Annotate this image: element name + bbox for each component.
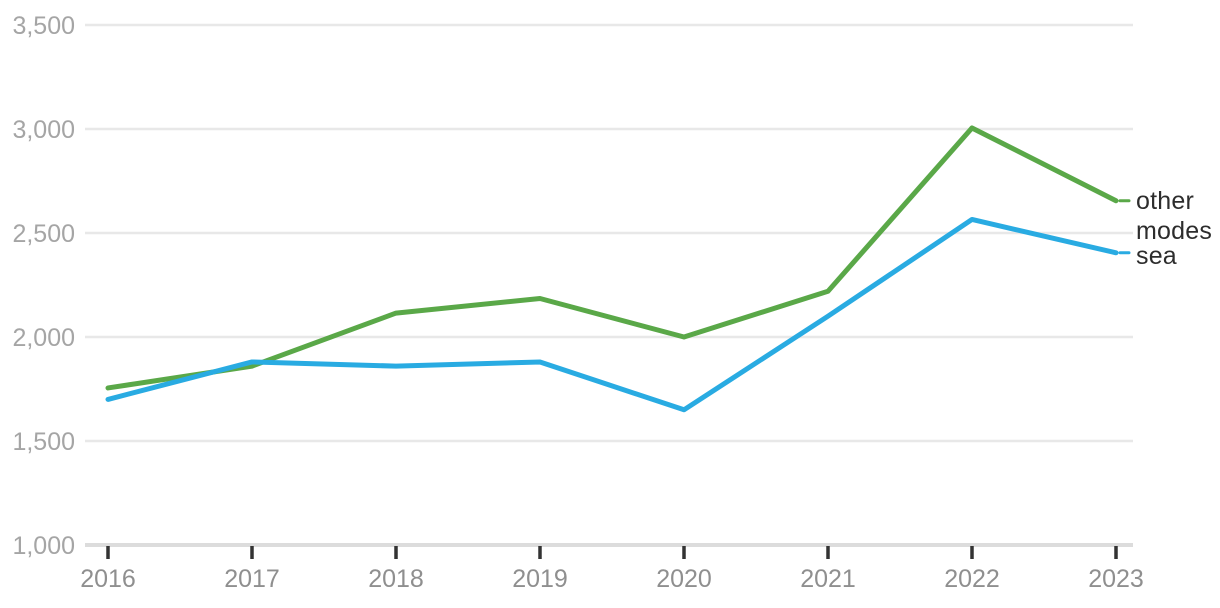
series-line-other-modes [105, 125, 1119, 391]
series-line-sea [105, 216, 1119, 413]
y-axis-tick-label: 2,000 [12, 324, 75, 352]
y-axis-tick-label: 1,000 [12, 532, 75, 560]
x-axis-tick-label: 2019 [512, 565, 568, 593]
x-axis-tick-label: 2022 [944, 565, 1000, 593]
x-axis-tick-label: 2020 [656, 565, 712, 593]
y-axis-tick-label: 1,500 [12, 428, 75, 456]
x-axis-tick-label: 2023 [1088, 565, 1144, 593]
y-axis-tick-label: 3,500 [12, 12, 75, 40]
y-axis-tick-label: 2,500 [12, 220, 75, 248]
x-axis-tick-label: 2017 [224, 565, 280, 593]
x-axis-tick-label: 2018 [368, 565, 424, 593]
series-label-sea: sea [1136, 242, 1177, 270]
series-label-other-modes: other modes [1136, 187, 1213, 245]
x-axis-tick-label: 2016 [80, 565, 136, 593]
x-axis-tick-label: 2021 [800, 565, 856, 593]
y-axis-tick-label: 3,000 [12, 116, 75, 144]
